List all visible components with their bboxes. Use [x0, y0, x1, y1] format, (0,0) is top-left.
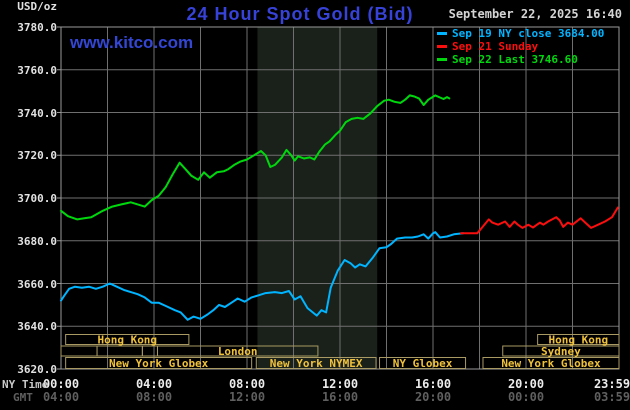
- ny-time-tick-label: 04:00: [135, 377, 173, 391]
- y-axis-tick-label: 3700.0: [17, 192, 57, 205]
- gmt-tick-label: 08:00: [135, 390, 173, 404]
- line-sep-21-sunday: [459, 206, 619, 235]
- ny-time-axis-label: NY Time: [2, 378, 49, 391]
- kitco-watermark-link[interactable]: www.kitco.com: [70, 33, 194, 52]
- legend-dash-icon: [437, 58, 447, 61]
- session-box: [482, 357, 620, 369]
- ny-time-tick-label: 12:00: [321, 377, 359, 391]
- page-title: 24 Hour Spot Gold (Bid): [186, 4, 414, 24]
- gmt-tick-label: 04:00: [42, 390, 80, 404]
- session-label: NY Globex: [393, 357, 453, 370]
- ny-time-tick-label: 23:59: [593, 377, 630, 391]
- session-label: New York Globex: [501, 357, 601, 370]
- y-axis-tick-label: 3640.0: [17, 320, 57, 334]
- gmt-tick-label: 00:00: [507, 390, 545, 404]
- y-axis-tick-label: 3720.0: [17, 149, 57, 163]
- session-box: [156, 345, 319, 357]
- gmt-tick-label: 20:00: [414, 390, 452, 404]
- session-box: [96, 345, 143, 357]
- line-sep-19-ny-close: [60, 231, 465, 321]
- session-box: [141, 345, 158, 357]
- gmt-tick-label: 12:00: [228, 390, 266, 404]
- y-axis-tick-label: 3660.0: [17, 277, 57, 291]
- session-label: Sydney: [541, 345, 581, 358]
- session-box: [65, 357, 253, 369]
- ny-time-tick-label: 16:00: [414, 377, 452, 391]
- session-label: Hong Kong: [549, 334, 609, 347]
- session-box: [255, 357, 377, 369]
- y-axis-tick-label: 3760.0: [17, 63, 57, 77]
- session-label: London: [218, 345, 258, 358]
- session-label: Hong Kong: [97, 334, 157, 347]
- datetime-label: September 22, 2025 16:40: [448, 7, 622, 21]
- session-box: [65, 334, 190, 345]
- y-axis-tick-label: 3740.0: [17, 106, 57, 120]
- session-box: [379, 357, 467, 369]
- y-axis-tick-label: 3620.0: [17, 363, 57, 376]
- session-box: [537, 334, 620, 345]
- legend-label: Sep 22 Last 3746.60: [452, 53, 578, 66]
- legend-dash-icon: [437, 45, 447, 48]
- ny-time-tick-label: 00:00: [42, 377, 80, 391]
- line-sep-22-last: [60, 94, 451, 221]
- gmt-axis-label: GMT: [13, 391, 33, 404]
- gmt-tick-label: 16:00: [321, 390, 359, 404]
- ny-time-tick-label: 08:00: [228, 377, 266, 391]
- gmt-tick-label: 03:59: [593, 390, 630, 404]
- y-axis-tick-label: 3780.0: [17, 21, 57, 34]
- legend-label: Sep 19 NY close 3684.00: [452, 27, 605, 40]
- legend-label: Sep 21 Sunday: [452, 40, 539, 53]
- session-label: New York NYMEX: [270, 357, 363, 370]
- session-box: [502, 345, 620, 357]
- ny-time-tick-label: 20:00: [507, 377, 545, 391]
- y-axis-tick-label: 3680.0: [17, 234, 57, 248]
- units-label: USD/oz: [17, 0, 57, 13]
- session-box: [60, 345, 98, 357]
- legend-dash-icon: [437, 32, 447, 35]
- session-label: New York Globex: [109, 357, 209, 370]
